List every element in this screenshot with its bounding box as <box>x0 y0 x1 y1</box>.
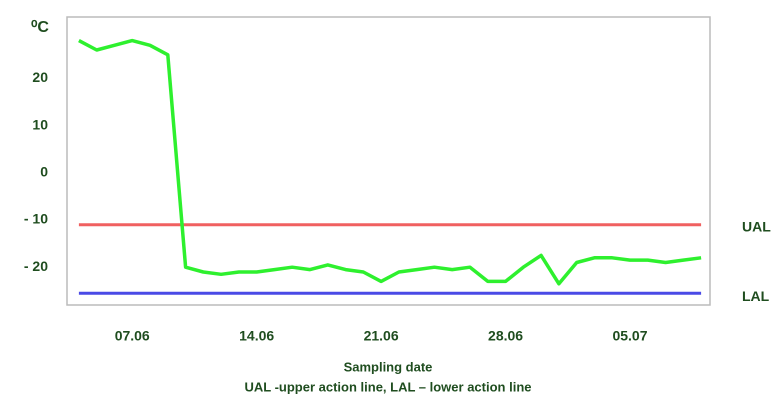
plot-frame <box>66 16 711 306</box>
y-tick-label: - 20 <box>24 258 48 274</box>
y-tick-label: 10 <box>32 116 48 132</box>
x-axis-title: Sampling date <box>344 359 433 374</box>
x-tick-label: 07.06 <box>115 328 150 344</box>
y-tick-label: 0 <box>40 164 48 180</box>
x-tick-label: 28.06 <box>488 328 523 344</box>
line-label: UAL <box>742 218 771 234</box>
y-tick-label: 20 <box>32 69 48 85</box>
line-label: LAL <box>742 288 770 304</box>
x-tick-label: 05.07 <box>612 328 647 344</box>
x-tick-label: 21.06 <box>364 328 399 344</box>
x-tick-label: 14.06 <box>239 328 274 344</box>
y-unit: ⁰C <box>31 19 49 36</box>
caption: UAL -upper action line, LAL – lower acti… <box>244 379 531 394</box>
series-line <box>78 38 702 286</box>
y-tick-label: - 10 <box>24 211 48 227</box>
